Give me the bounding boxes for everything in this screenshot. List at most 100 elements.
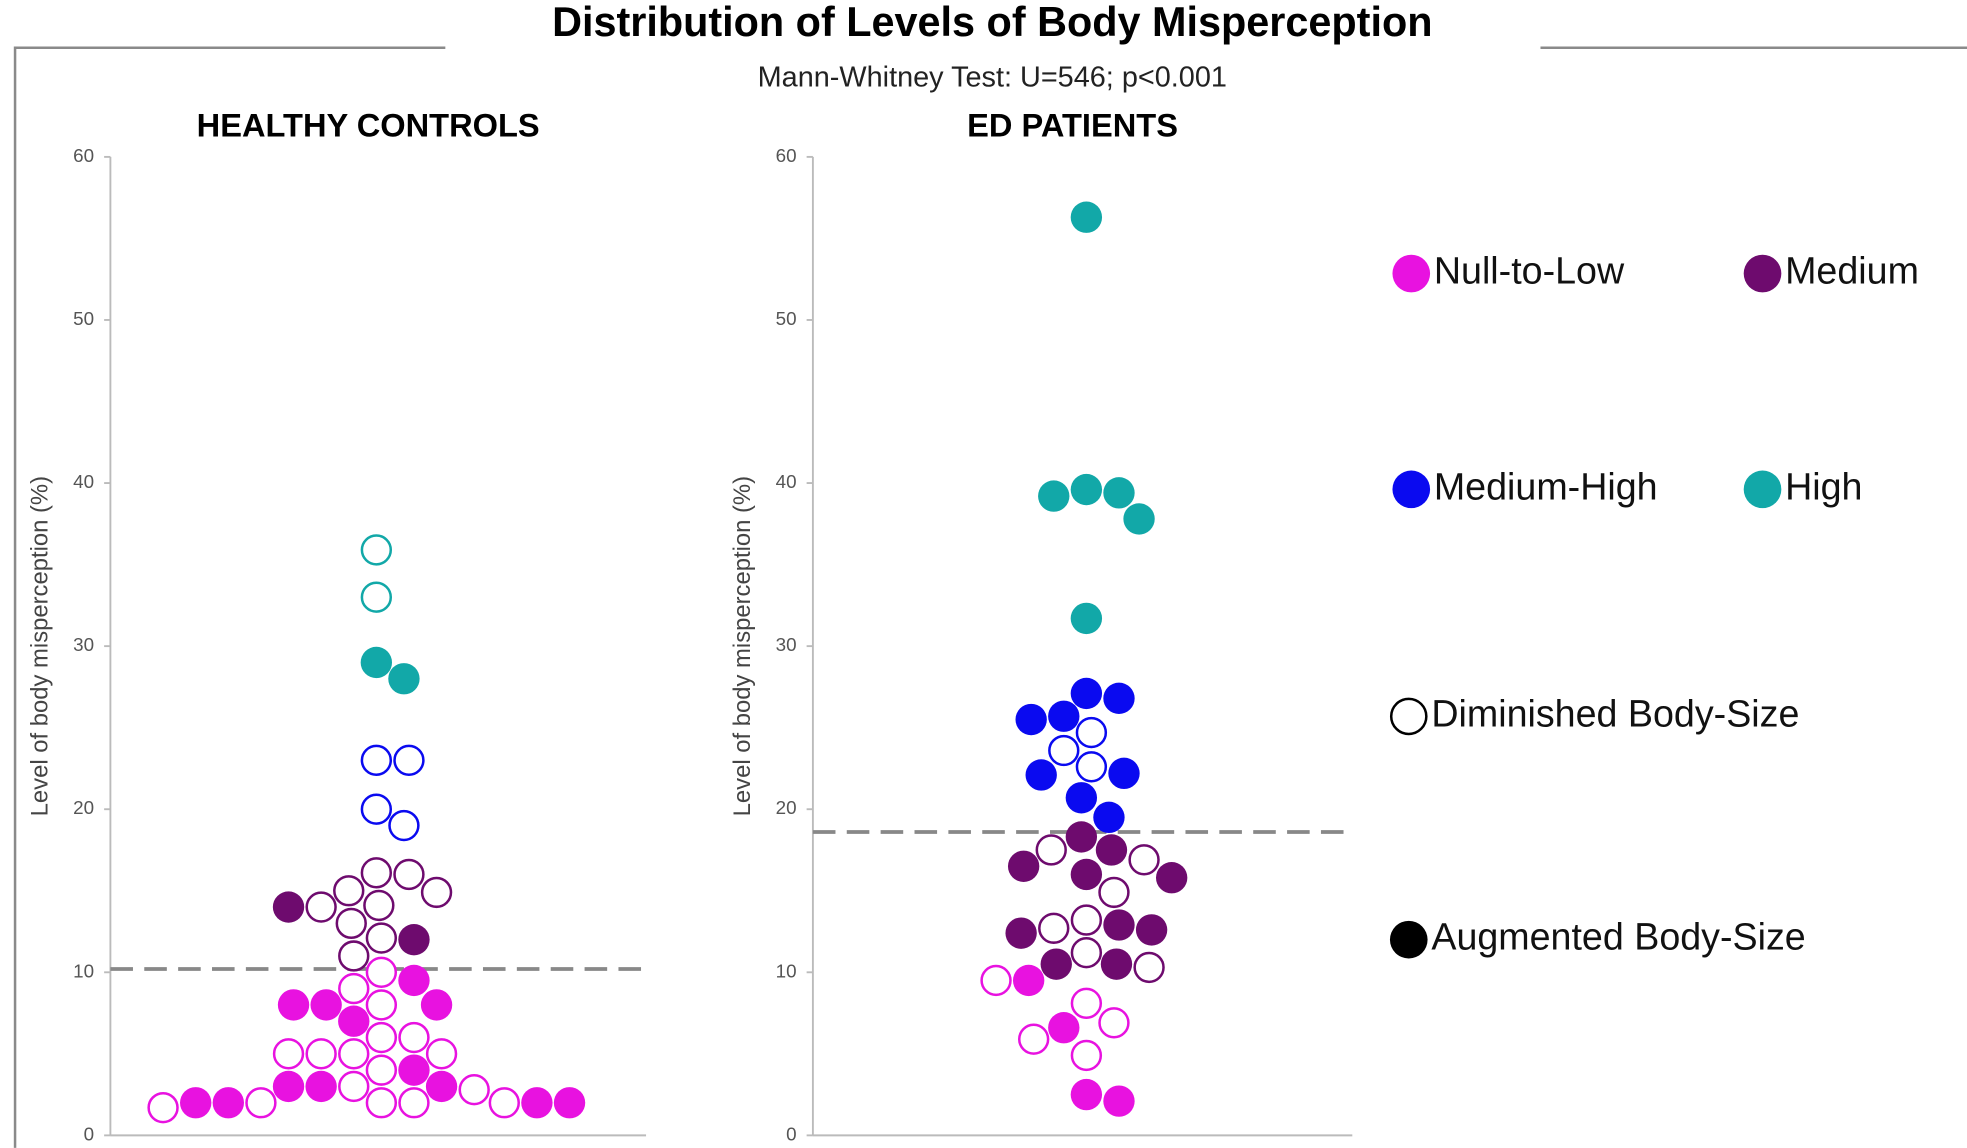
data-point [1007,850,1040,882]
data-point [1100,948,1133,980]
y-tick-label: 50 [73,308,94,329]
data-point [360,744,393,776]
y-tick-label: 30 [73,634,94,655]
y-axis-label: Level of body misperception (%) [729,476,756,816]
data-point [365,1087,398,1119]
legend-swatch [1743,254,1782,293]
legend-swatch [1389,697,1428,736]
data-point [1103,909,1135,941]
data-point [1070,987,1103,1019]
data-point [1103,682,1135,714]
y-tick-label: 20 [776,797,797,818]
data-point [363,889,395,922]
data-point [1070,904,1103,936]
data-point [1065,821,1098,853]
legend-swatch [1392,470,1431,509]
data-point [272,891,305,923]
data-point [360,581,393,613]
data-point [1040,948,1072,980]
data-point [338,1038,370,1070]
data-point [420,876,453,909]
data-point [1135,914,1168,946]
data-point [388,809,420,842]
data-point [980,964,1012,997]
y-tick-label: 60 [776,145,797,166]
data-point [1095,834,1128,866]
data-point [1098,876,1130,909]
data-point [521,1087,553,1119]
data-point [365,922,398,954]
legend-label: Medium-High [1434,465,1658,507]
y-tick-label: 20 [73,797,94,818]
data-point [360,793,393,825]
data-point [1035,834,1067,866]
data-point [1155,862,1188,894]
data-point [1048,700,1080,732]
data-point [272,1038,305,1070]
data-point [398,1087,430,1119]
data-point [388,663,420,695]
legend-swatch [1392,254,1431,293]
data-point [1098,1007,1130,1039]
data-point [420,989,453,1021]
data-point [1017,1023,1050,1055]
frame [13,46,1967,1148]
y-tick-label: 50 [776,308,797,329]
data-point [1070,201,1103,233]
chart-title: Distribution of Levels of Body Mispercep… [552,0,1432,45]
data-point [305,1038,337,1070]
data-point [335,907,367,940]
data-point [425,1070,458,1103]
data-point [1015,703,1047,736]
data-point [1070,1039,1103,1072]
y-tick-label: 40 [776,471,797,492]
y-tick-label: 10 [776,960,797,981]
y-tick-label: 40 [73,471,94,492]
data-point [1123,503,1155,535]
data-point [1070,1078,1103,1111]
data-point [1070,858,1103,891]
data-point [458,1074,490,1106]
data-point [360,857,393,889]
data-point [1103,477,1135,509]
data-point [1070,677,1103,710]
y-axis-label: Level of body misperception (%) [27,476,54,816]
panel-title: ED PATIENTS [967,107,1178,144]
data-point [180,1087,212,1119]
data-point [1048,1012,1080,1044]
data-point [398,964,430,997]
data-point [310,989,342,1021]
y-tick-label: 30 [776,634,797,655]
data-point [425,1038,458,1070]
legend-label: Diminished Body-Size [1431,692,1799,734]
data-point [393,744,425,776]
y-tick-label: 10 [73,960,94,981]
data-point [1093,801,1125,834]
data-point [1103,1085,1135,1117]
data-point [147,1091,179,1124]
data-point [360,534,393,566]
data-point [1065,782,1098,814]
data-point [553,1087,586,1119]
data-point [365,956,398,988]
data-point [1048,734,1080,767]
data-point [1038,480,1070,512]
data-point [305,891,337,923]
data-point [365,1054,398,1086]
data-point [277,989,310,1021]
data-point [398,923,430,956]
data-point [1108,757,1140,790]
data-point [1070,937,1103,969]
legend-swatch [1389,920,1428,959]
data-point [393,858,425,891]
data-point [1070,473,1103,506]
panel-title: HEALTHY CONTROLS [197,107,540,144]
legend-label: Null-to-Low [1434,249,1625,291]
data-point [212,1087,244,1119]
data-point [1075,716,1108,749]
y-tick-label: 0 [84,1123,94,1144]
data-point [1075,751,1108,783]
chart-subtitle: Mann-Whitney Test: U=546; p<0.001 [758,62,1227,94]
data-point [1070,602,1103,635]
